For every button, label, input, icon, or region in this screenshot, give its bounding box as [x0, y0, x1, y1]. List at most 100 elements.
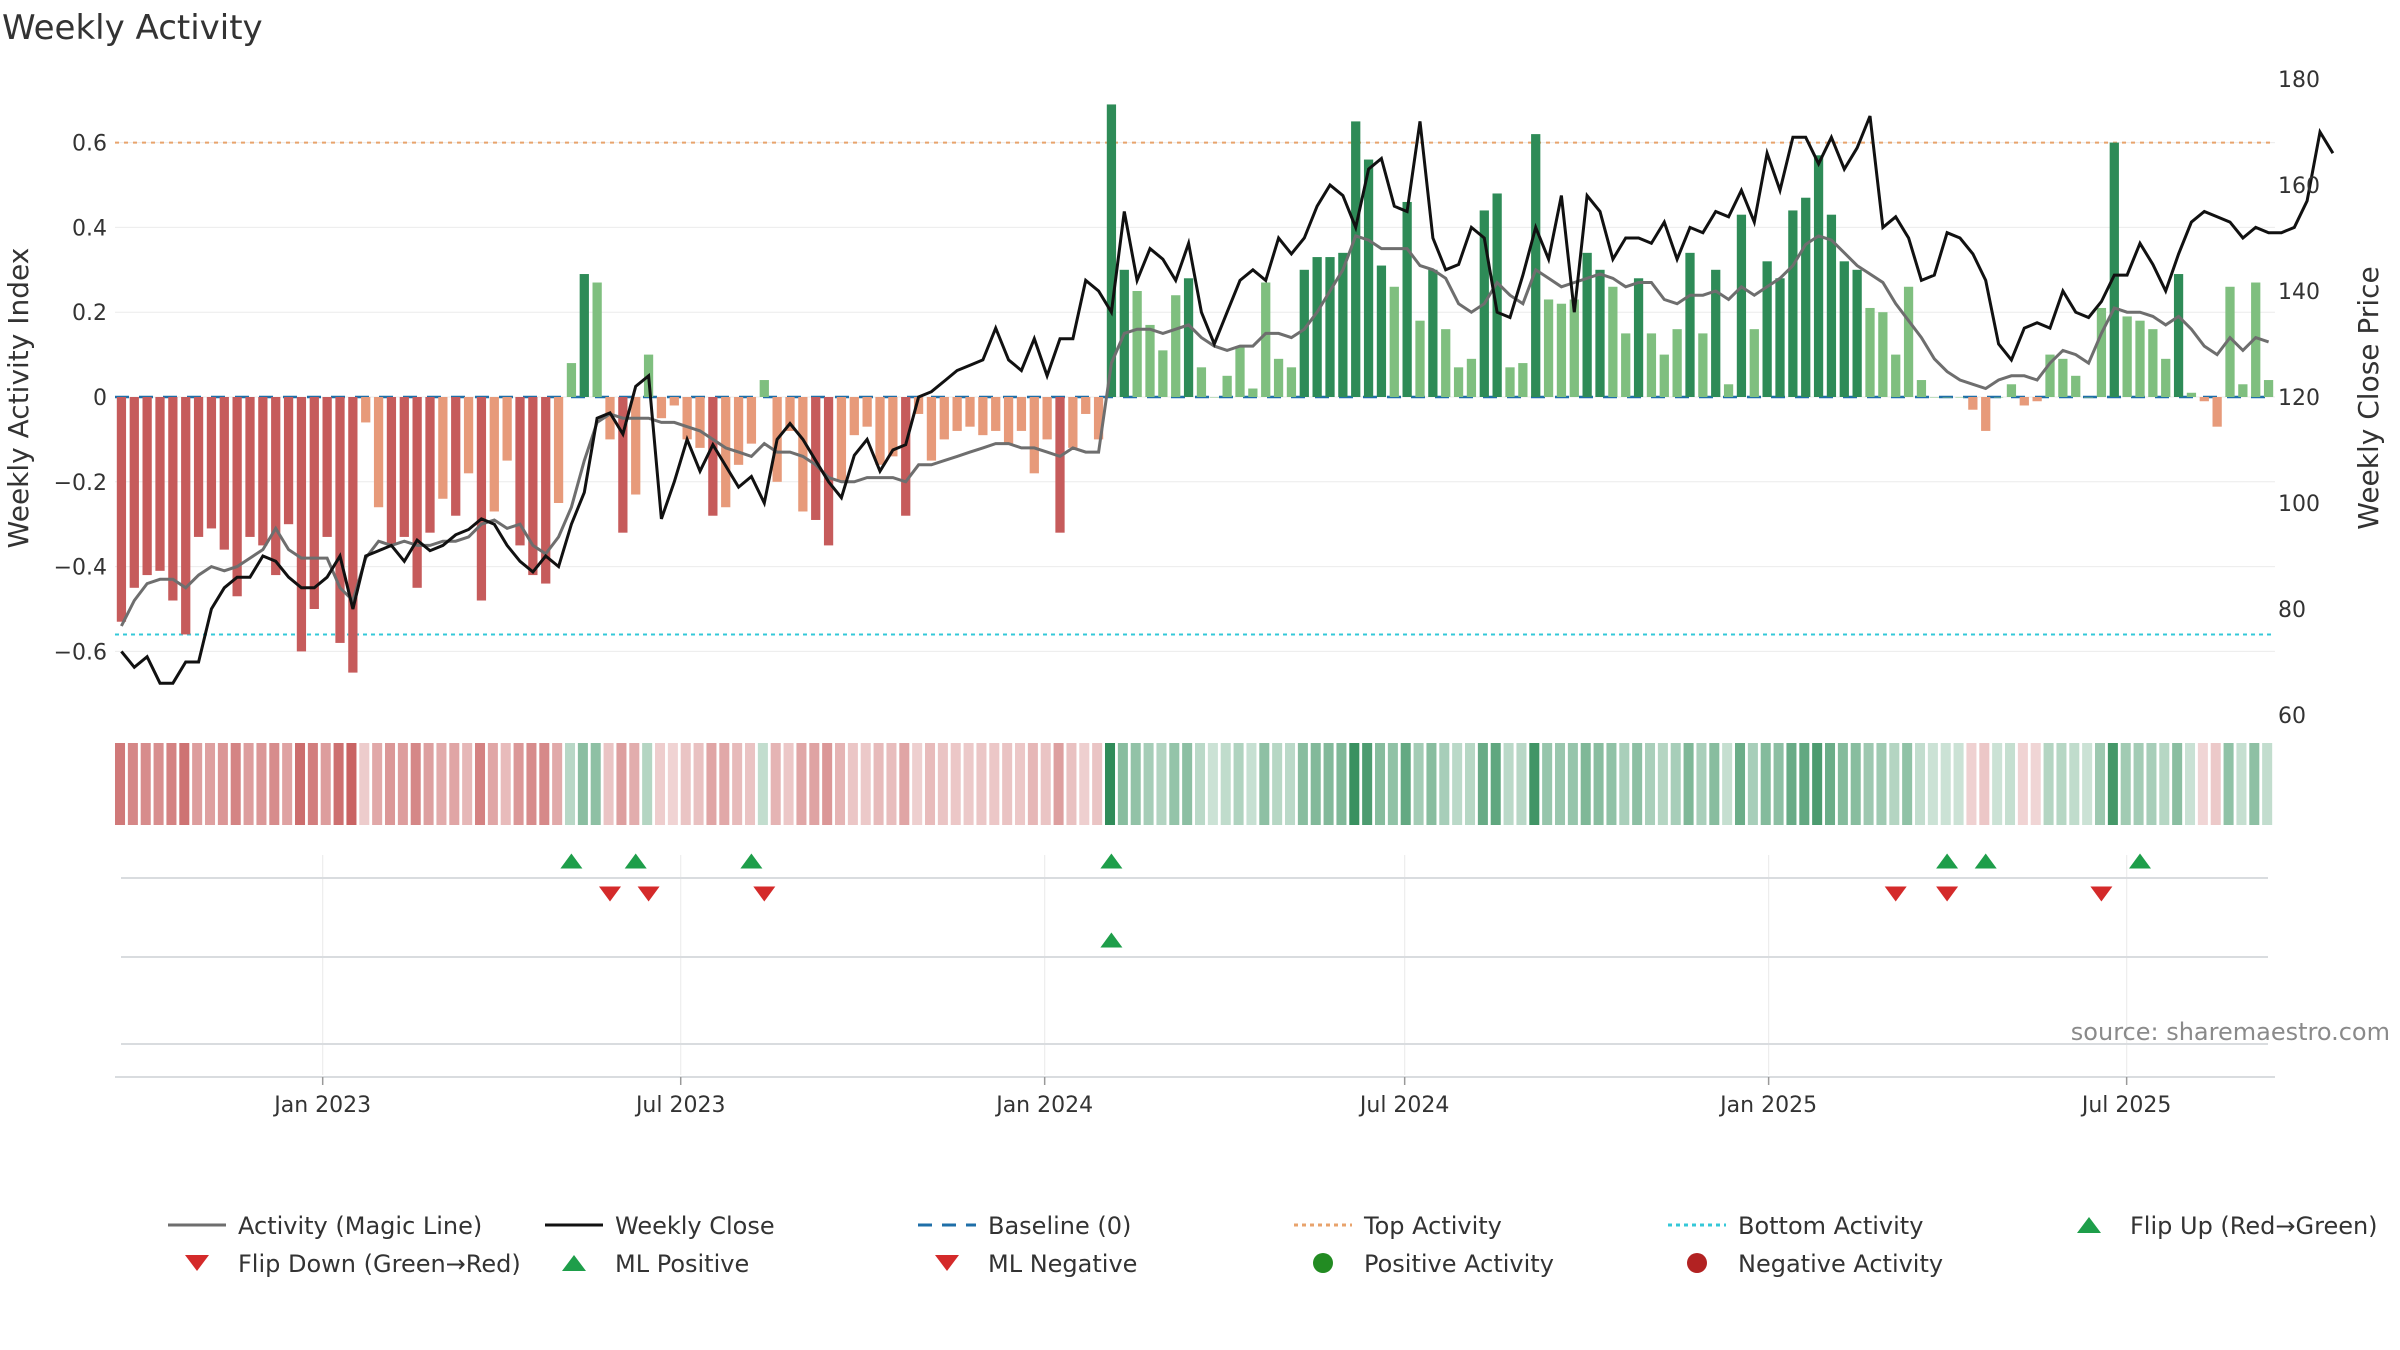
activity-bar	[1608, 286, 1618, 397]
activity-bar	[1325, 257, 1335, 397]
activity-strip-cell	[2197, 743, 2208, 825]
legend-label: Weekly Close	[615, 1212, 775, 1240]
activity-bar	[862, 397, 872, 427]
activity-bar	[1338, 252, 1348, 397]
activity-bar	[1351, 121, 1361, 398]
activity-bar	[451, 397, 461, 516]
activity-strip-cell	[2185, 743, 2196, 825]
activity-strip-cell	[1966, 743, 1977, 825]
x-tick-label: Jan 2025	[1718, 1093, 1817, 1118]
activity-bar	[2251, 282, 2261, 397]
activity-strip-cell	[1773, 743, 1784, 825]
activity-strip-cell	[2236, 743, 2247, 825]
activity-strip-cell	[1400, 743, 1411, 825]
activity-bar	[669, 397, 679, 406]
activity-strip-cell	[1387, 743, 1398, 825]
activity-strip-cell	[1837, 743, 1848, 825]
activity-bar	[553, 397, 564, 503]
activity-bar	[1081, 397, 1091, 414]
activity-bar	[1916, 380, 1927, 397]
activity-bar	[695, 397, 705, 448]
activity-strip-cell	[359, 743, 370, 825]
activity-bar	[168, 397, 178, 601]
activity-strip-cell	[603, 743, 614, 825]
activity-bar	[1801, 197, 1811, 397]
legend-label: Negative Activity	[1738, 1250, 1943, 1278]
activity-strip-cell	[475, 743, 486, 825]
y-tick-label-right: 160	[2278, 174, 2320, 199]
activity-bar	[888, 397, 898, 457]
legend-label: Activity (Magic Line)	[238, 1212, 482, 1240]
activity-bar	[296, 397, 307, 652]
activity-strip-cell	[205, 743, 216, 825]
activity-strip-cell	[1297, 743, 1308, 825]
activity-bar	[528, 397, 538, 576]
activity-strip-cell	[1863, 743, 1874, 825]
activity-strip-cell	[1709, 743, 1720, 825]
activity-bar	[541, 397, 551, 584]
activity-strip-cell	[1927, 743, 1938, 825]
activity-strip-cell	[1992, 743, 2003, 825]
activity-strip-cell	[423, 743, 434, 825]
activity-strip-cell	[2223, 743, 2234, 825]
legend-label: Bottom Activity	[1738, 1212, 1923, 1240]
activity-strip-cell	[1413, 743, 1424, 825]
activity-bar	[579, 274, 589, 397]
activity-bar	[1402, 201, 1412, 397]
activity-strip-cell	[539, 743, 550, 825]
activity-strip-cell	[1529, 743, 1540, 825]
activity-bar	[2225, 286, 2235, 397]
chart-title: Weekly Activity	[2, 8, 263, 48]
flip-up-marker	[1936, 853, 1959, 869]
activity-strip-cell	[2056, 743, 2067, 825]
activity-bar	[2263, 380, 2274, 397]
activity-strip-cell	[847, 743, 858, 825]
activity-strip-cell	[1233, 743, 1244, 825]
activity-strip-cell	[1375, 743, 1386, 825]
activity-bar	[399, 397, 409, 537]
activity-strip-cell	[1156, 743, 1167, 825]
activity-bar	[1518, 363, 1528, 397]
activity-strip-cell	[166, 743, 177, 825]
y-tick-label-left: −0.6	[54, 640, 107, 665]
activity-bar	[952, 397, 962, 431]
activity-bar	[2071, 375, 2081, 397]
activity-bar	[1235, 346, 1245, 397]
activity-strip-cell	[822, 743, 833, 825]
activity-bar	[1016, 397, 1027, 431]
activity-strip-cell	[1117, 743, 1128, 825]
activity-strip-cell	[1169, 743, 1180, 825]
flip-up-marker	[2129, 853, 2151, 869]
activity-bar	[733, 397, 744, 465]
activity-bar	[656, 397, 667, 419]
activity-strip-cell	[2249, 743, 2260, 825]
activity-strip-cell	[1812, 743, 1823, 825]
activity-bar	[682, 397, 692, 440]
activity-bar	[1505, 367, 1515, 397]
activity-bar	[1865, 307, 1875, 397]
source-credit: source: sharemaestro.com	[2071, 1018, 2390, 1046]
activity-bar	[1659, 354, 1669, 397]
activity-strip-cell	[745, 743, 756, 825]
activity-bar	[1466, 358, 1477, 397]
flip-down-marker	[1936, 886, 1959, 902]
activity-strip-cell	[1310, 743, 1321, 825]
activity-bar	[2083, 397, 2094, 398]
activity-bar	[309, 397, 319, 609]
activity-bar	[1543, 299, 1554, 397]
y-tick-label-right: 140	[2278, 280, 2320, 305]
activity-strip-cell	[899, 743, 910, 825]
activity-strip-cell	[1503, 743, 1514, 825]
activity-bar	[1749, 329, 1759, 397]
activity-bar	[1891, 354, 1901, 397]
y-tick-label-right: 180	[2278, 68, 2320, 93]
activity-bar	[1171, 295, 1181, 397]
activity-bar	[2161, 358, 2171, 397]
activity-bar	[1813, 155, 1824, 397]
activity-bar	[1286, 367, 1297, 397]
activity-bar	[1068, 397, 1078, 448]
activity-strip-cell	[1246, 743, 1257, 825]
activity-strip-cell	[2172, 743, 2183, 825]
activity-bar	[502, 397, 512, 461]
activity-strip-cell	[719, 743, 730, 825]
